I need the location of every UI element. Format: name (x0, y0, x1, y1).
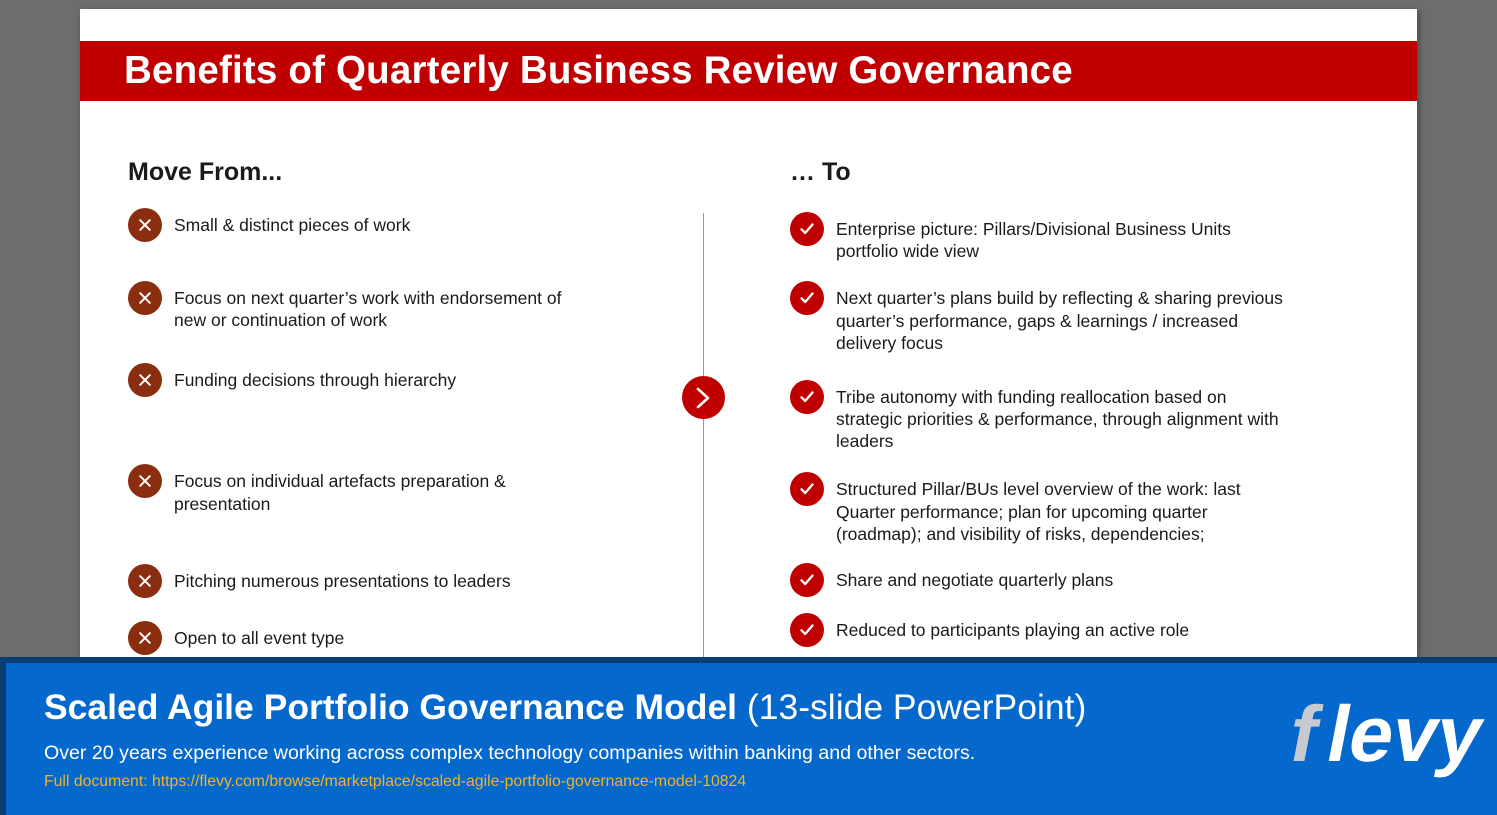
svg-text:levy: levy (1320, 690, 1491, 778)
